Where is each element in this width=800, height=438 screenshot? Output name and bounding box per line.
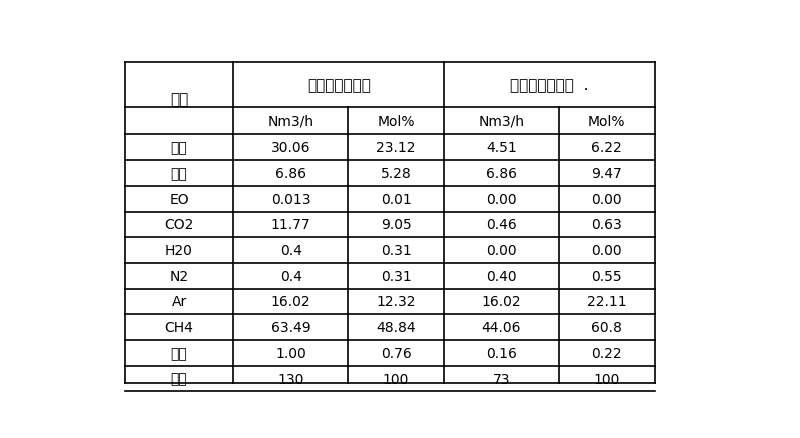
Text: 23.12: 23.12 (376, 141, 416, 155)
Text: 安装回收系统后  .: 安装回收系统后 . (510, 78, 589, 93)
Text: 0.00: 0.00 (486, 192, 517, 206)
Text: 乙烯: 乙烯 (170, 141, 187, 155)
Text: 0.01: 0.01 (381, 192, 411, 206)
Text: 0.31: 0.31 (381, 269, 411, 283)
Text: 0.00: 0.00 (591, 244, 622, 258)
Text: 100: 100 (594, 372, 620, 386)
Text: N2: N2 (170, 269, 189, 283)
Text: 0.16: 0.16 (486, 346, 517, 360)
Text: 6.22: 6.22 (591, 141, 622, 155)
Text: CO2: CO2 (164, 218, 194, 232)
Text: 30.06: 30.06 (271, 141, 310, 155)
Text: 0.55: 0.55 (591, 269, 622, 283)
Text: 6.86: 6.86 (486, 166, 517, 180)
Text: 48.84: 48.84 (376, 321, 416, 334)
Text: CH4: CH4 (165, 321, 194, 334)
Text: 0.00: 0.00 (486, 244, 517, 258)
Text: 安装回收系统前: 安装回收系统前 (306, 78, 370, 93)
Text: Ar: Ar (171, 295, 186, 309)
Text: Nm3/h: Nm3/h (268, 115, 314, 129)
Text: 乙烷: 乙烷 (170, 346, 187, 360)
Text: 73: 73 (493, 372, 510, 386)
Text: 1.00: 1.00 (275, 346, 306, 360)
Text: 0.40: 0.40 (486, 269, 517, 283)
Text: 9.47: 9.47 (591, 166, 622, 180)
Text: 总量: 总量 (170, 372, 187, 386)
Text: 130: 130 (278, 372, 304, 386)
Text: 22.11: 22.11 (587, 295, 626, 309)
Text: 6.86: 6.86 (275, 166, 306, 180)
Text: 氧气: 氧气 (170, 166, 187, 180)
Text: 0.22: 0.22 (591, 346, 622, 360)
Text: Mol%: Mol% (588, 115, 626, 129)
Text: 0.63: 0.63 (591, 218, 622, 232)
Text: 12.32: 12.32 (376, 295, 416, 309)
Text: 0.4: 0.4 (280, 244, 302, 258)
Text: Mol%: Mol% (378, 115, 415, 129)
Text: 11.77: 11.77 (271, 218, 310, 232)
Text: 100: 100 (383, 372, 410, 386)
Text: 60.8: 60.8 (591, 321, 622, 334)
Text: 0.013: 0.013 (271, 192, 310, 206)
Text: 16.02: 16.02 (482, 295, 522, 309)
Text: 44.06: 44.06 (482, 321, 522, 334)
Text: 名称: 名称 (170, 92, 188, 106)
Text: 5.28: 5.28 (381, 166, 411, 180)
Text: 4.51: 4.51 (486, 141, 517, 155)
Text: 0.76: 0.76 (381, 346, 411, 360)
Text: EO: EO (170, 192, 189, 206)
Text: H20: H20 (165, 244, 193, 258)
Text: 0.46: 0.46 (486, 218, 517, 232)
Text: 0.4: 0.4 (280, 269, 302, 283)
Text: 0.31: 0.31 (381, 244, 411, 258)
Text: 16.02: 16.02 (271, 295, 310, 309)
Text: 0.00: 0.00 (591, 192, 622, 206)
Text: Nm3/h: Nm3/h (478, 115, 525, 129)
Text: 9.05: 9.05 (381, 218, 411, 232)
Text: 63.49: 63.49 (271, 321, 310, 334)
